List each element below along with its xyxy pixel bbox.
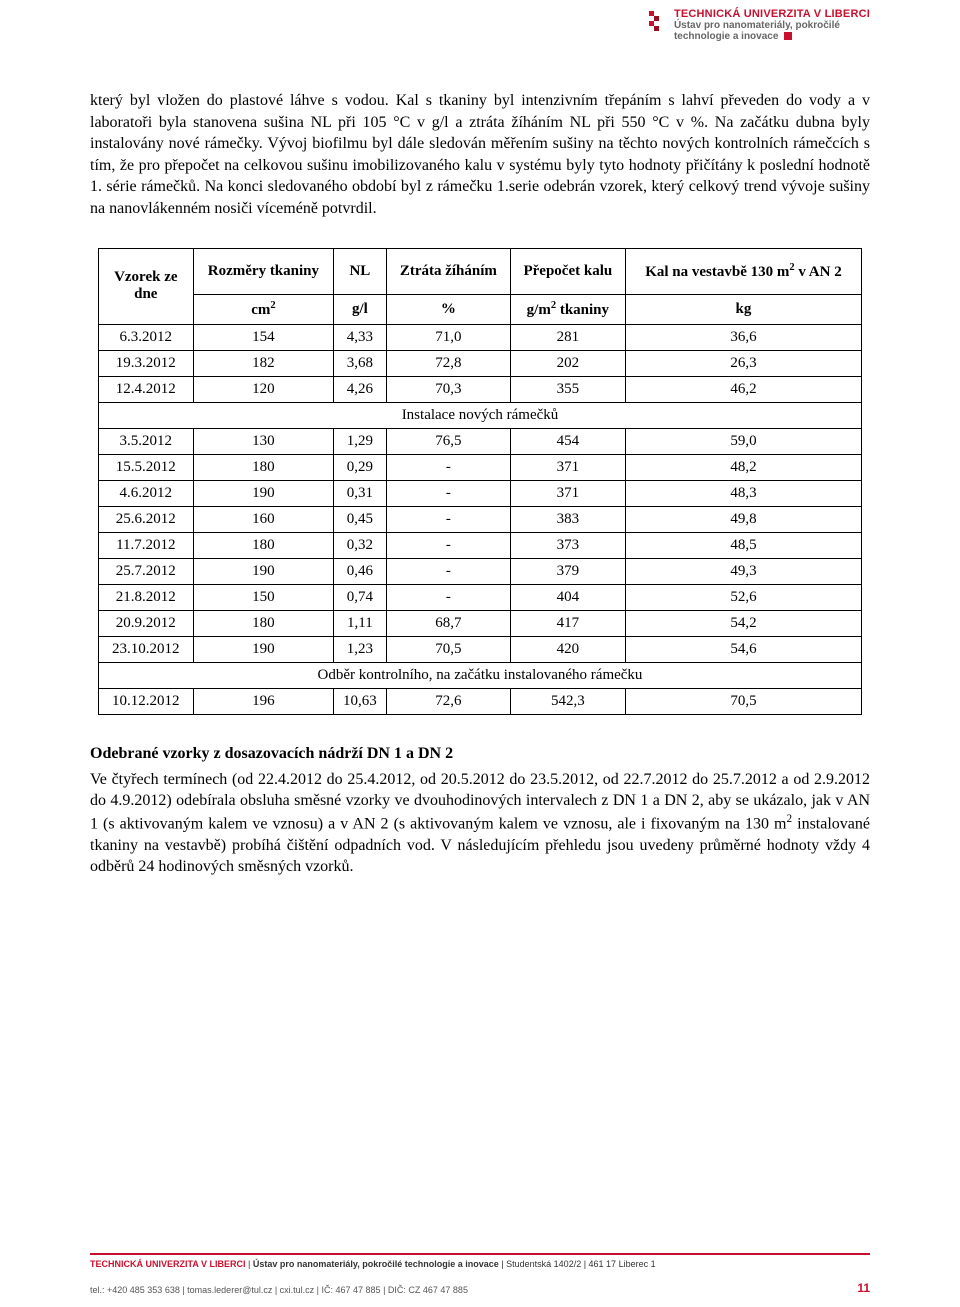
table-row: 19.3.20121823,6872,820226,3 [98,350,861,376]
table-row: 23.10.20121901,2370,542054,6 [98,636,861,662]
table-row: 6.3.20121544,3371,028136,6 [98,324,861,350]
page-number: 11 [857,1281,870,1295]
th-loss: Ztráta žíháním [386,248,510,294]
table-row: 4.6.20121900,31-37148,3 [98,480,861,506]
table-row: 3.5.20121301,2976,545459,0 [98,428,861,454]
th-u5: kg [625,294,861,324]
logo-line3: technologie a inovace [674,31,870,42]
table-row: 25.7.20121900,46-37949,3 [98,558,861,584]
page-header: TECHNICKÁ UNIVERZITA V LIBERCI Ústav pro… [90,0,870,60]
th-kal: Kal na vestavbě 130 m2 v AN 2 [625,248,861,294]
table-row: 20.9.20121801,1168,741754,2 [98,610,861,636]
th-u3: % [386,294,510,324]
th-recalc: Přepočet kalu [510,248,625,294]
th-nl: NL [334,248,387,294]
paragraph-1: který byl vložen do plastové láhve s vod… [90,90,870,220]
table-separator: Odběr kontrolního, na začátku instalovan… [98,662,861,688]
th-u4: g/m2 tkaniny [510,294,625,324]
square-icon [784,32,792,40]
table-separator: Instalace nových rámečků [98,402,861,428]
table-row: 12.4.20121204,2670,335546,2 [98,376,861,402]
logo-icon [646,8,668,38]
table-row: 11.7.20121800,32-37348,5 [98,532,861,558]
biofilm-table: Vzorek ze dne Rozměry tkaniny NL Ztráta … [98,248,862,715]
footer-line1: TECHNICKÁ UNIVERZITA V LIBERCI | Ústav p… [90,1259,870,1269]
subheading: Odebrané vzorky z dosazovacích nádrží DN… [90,745,870,763]
page-footer: TECHNICKÁ UNIVERZITA V LIBERCI | Ústav p… [90,1253,870,1295]
footer-line2: tel.: +420 485 353 638 | tomas.lederer@t… [90,1285,468,1295]
th-u1: cm2 [193,294,333,324]
logo-line1: TECHNICKÁ UNIVERZITA V LIBERCI [674,8,870,20]
table-row: 25.6.20121600,45-38349,8 [98,506,861,532]
table-row: 15.5.20121800,29-37148,2 [98,454,861,480]
th-dimensions: Rozměry tkaniny [193,248,333,294]
paragraph-2: Ve čtyřech termínech (od 22.4.2012 do 25… [90,769,870,878]
university-logo: TECHNICKÁ UNIVERZITA V LIBERCI Ústav pro… [646,8,870,42]
th-date: Vzorek ze dne [98,248,193,324]
table-row: 21.8.20121500,74-40452,6 [98,584,861,610]
table-row: 10.12.201219610,6372,6542,370,5 [98,688,861,714]
logo-line2: Ústav pro nanomateriály, pokročilé [674,20,870,31]
th-u2: g/l [334,294,387,324]
